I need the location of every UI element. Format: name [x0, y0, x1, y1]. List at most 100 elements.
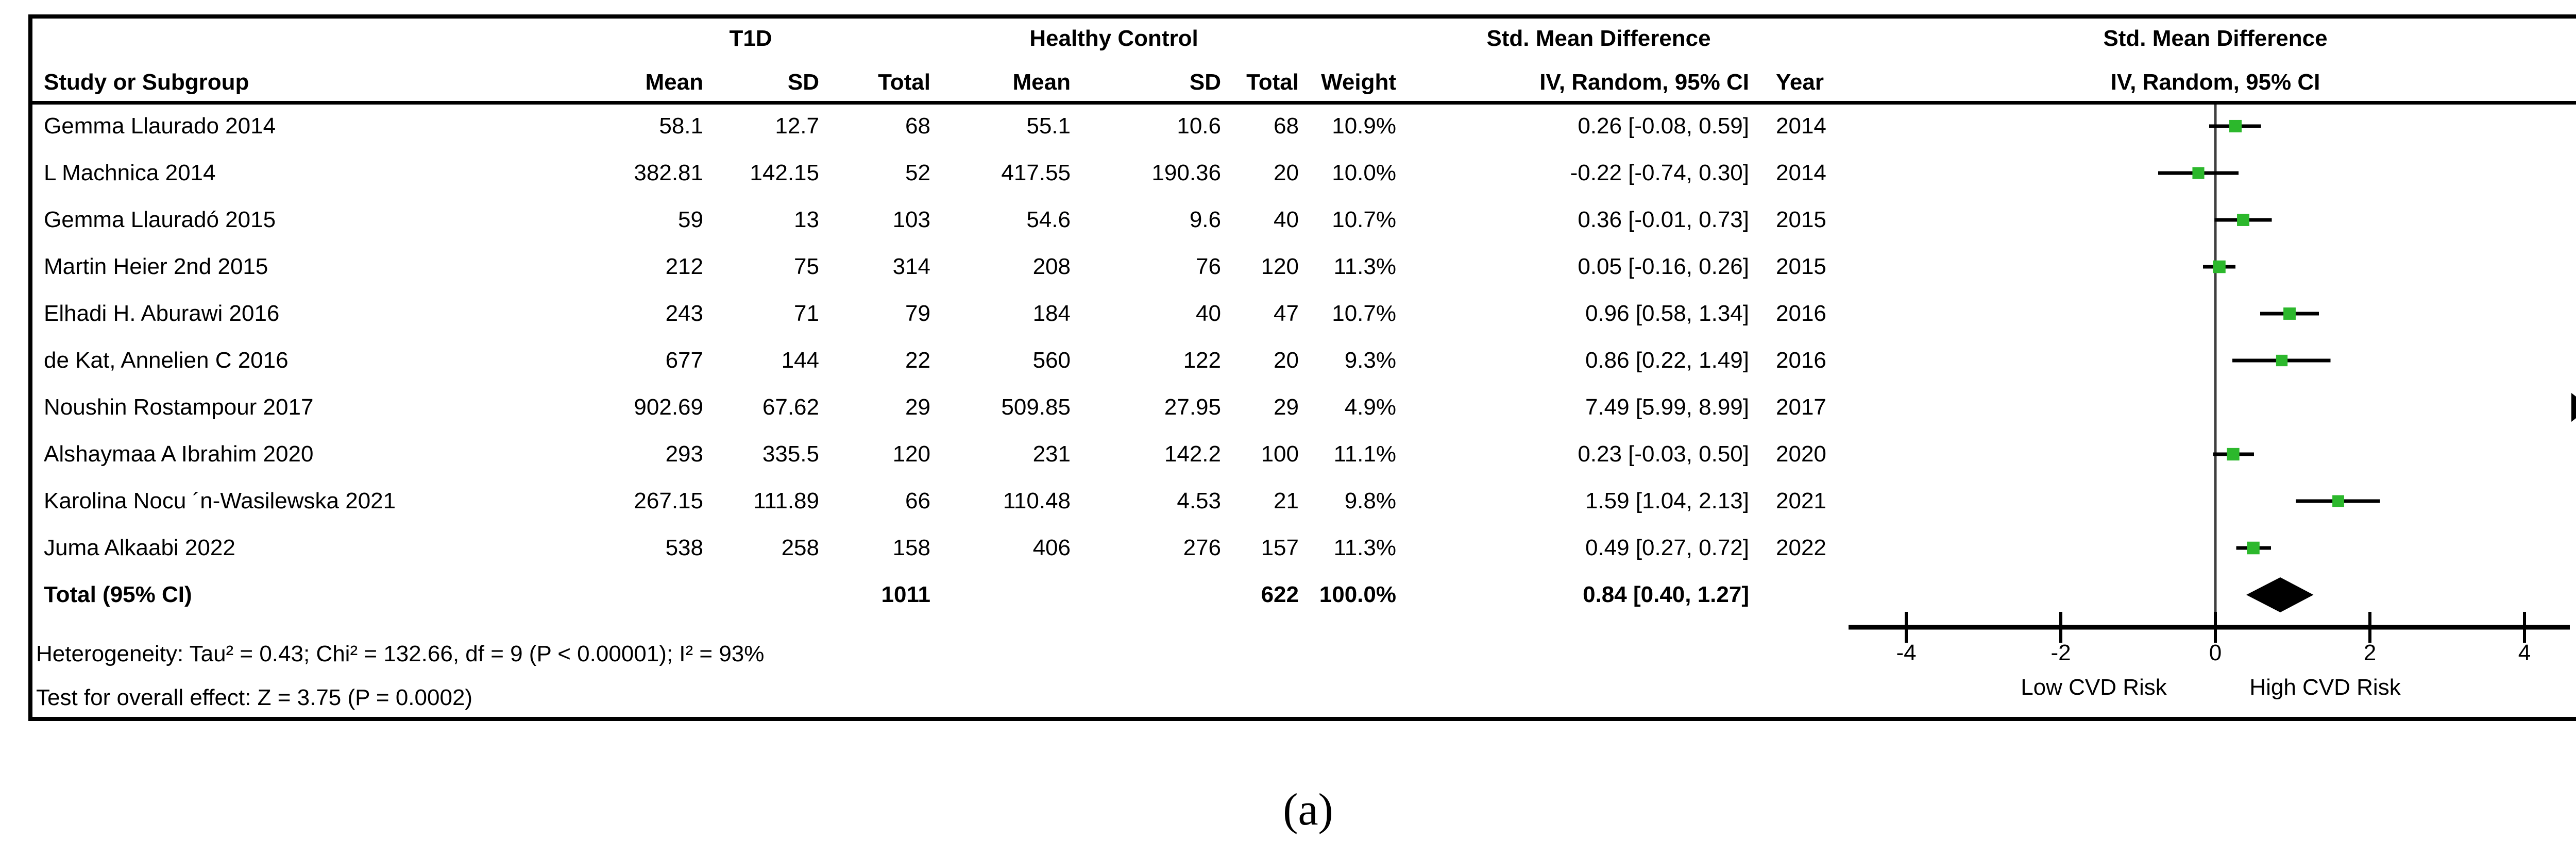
study-name: de Kat, Annelien C 2016 [44, 348, 289, 373]
t1d-total-cell: 22 [905, 348, 930, 373]
group-header-healthy-control: Healthy Control [1029, 26, 1198, 51]
ci-text-cell: 7.49 [5.99, 8.99] [1585, 394, 1749, 420]
hc-sd-cell: 40 [1196, 301, 1221, 326]
hc-total-cell: 157 [1261, 535, 1299, 560]
year-cell: 2022 [1776, 535, 1826, 560]
group-header-t1d: T1D [729, 26, 772, 51]
hc-sd-cell: 76 [1196, 254, 1221, 279]
total-hc-n: 622 [1261, 582, 1299, 607]
hc-mean-cell: 560 [1032, 348, 1071, 373]
study-name: Karolina Nocu ´n-Wasilewska 2021 [44, 488, 396, 513]
column-header-weight: Weight [1321, 70, 1396, 95]
column-header-effect-ci: IV, Random, 95% CI [1539, 70, 1749, 95]
axis-left-label: Low CVD Risk [2021, 675, 2167, 700]
effect-square [2192, 167, 2205, 179]
effect-square [2276, 354, 2288, 367]
column-header-hc-sd: SD [1189, 70, 1221, 95]
total-t1d-n: 1011 [881, 582, 930, 607]
column-header-hc-total: Total [1246, 70, 1299, 95]
effect-column-title: Std. Mean Difference [1486, 26, 1711, 51]
t1d-sd-cell: 258 [781, 535, 819, 560]
plot-frame: T1D Healthy Control Std. Mean Difference… [28, 14, 2576, 721]
study-name: Alshaymaa A Ibrahim 2020 [44, 441, 314, 467]
ci-text-cell: 0.26 [-0.08, 0.59] [1578, 113, 1749, 139]
hc-mean-cell: 184 [1032, 301, 1071, 326]
column-header-study: Study or Subgroup [44, 70, 249, 95]
t1d-mean-cell: 538 [665, 535, 703, 560]
hc-sd-cell: 122 [1183, 348, 1221, 373]
t1d-total-cell: 314 [892, 254, 930, 279]
effect-square [2229, 119, 2242, 133]
ci-text-cell: 0.96 [0.58, 1.34] [1585, 301, 1749, 326]
effect-square [2227, 448, 2240, 461]
overall-effect-note: Test for overall effect: Z = 3.75 (P = 0… [36, 685, 473, 710]
t1d-total-cell: 79 [905, 301, 930, 326]
column-header-year: Year [1776, 70, 1824, 95]
ci-text-cell: 0.23 [-0.03, 0.50] [1578, 441, 1749, 467]
hc-sd-cell: 190.36 [1151, 160, 1221, 185]
weight-cell: 10.7% [1332, 301, 1396, 326]
hc-total-cell: 100 [1261, 441, 1299, 467]
effect-square [2332, 495, 2344, 507]
hc-sd-cell: 142.2 [1164, 441, 1221, 467]
heterogeneity-note: Heterogeneity: Tau² = 0.43; Chi² = 132.6… [36, 641, 765, 666]
year-cell: 2020 [1776, 441, 1826, 467]
axis-tick-label: -4 [1896, 640, 1917, 665]
year-cell: 2016 [1776, 348, 1826, 373]
t1d-total-cell: 68 [905, 113, 930, 139]
plot-column-subtitle: IV, Random, 95% CI [2110, 70, 2320, 95]
axis-tick-label: -2 [2050, 640, 2071, 665]
hc-total-cell: 20 [1274, 348, 1299, 373]
axis-tick-label: 4 [2518, 640, 2531, 665]
study-name: Gemma Llauradó 2015 [44, 207, 276, 232]
hc-mean-cell: 231 [1032, 441, 1071, 467]
t1d-total-cell: 120 [892, 441, 930, 467]
year-cell: 2014 [1776, 160, 1826, 185]
t1d-mean-cell: 59 [678, 207, 703, 232]
hc-mean-cell: 110.48 [1003, 488, 1071, 513]
t1d-mean-cell: 293 [665, 441, 703, 467]
ci-text-cell: 0.86 [0.22, 1.49] [1585, 348, 1749, 373]
hc-mean-cell: 208 [1032, 254, 1071, 279]
axis-tick-label: 0 [2209, 640, 2222, 665]
hc-sd-cell: 4.53 [1177, 488, 1221, 513]
column-header-hc-mean: Mean [1012, 70, 1071, 95]
t1d-sd-cell: 12.7 [775, 113, 819, 139]
study-name: Elhadi H. Aburawi 2016 [44, 301, 280, 326]
hc-sd-cell: 10.6 [1177, 113, 1221, 139]
study-name: Martin Heier 2nd 2015 [44, 254, 268, 279]
study-name: Noushin Rostampour 2017 [44, 394, 314, 420]
t1d-sd-cell: 71 [794, 301, 819, 326]
t1d-total-cell: 158 [892, 535, 930, 560]
hc-sd-cell: 27.95 [1164, 394, 1221, 420]
t1d-total-cell: 52 [905, 160, 930, 185]
year-cell: 2014 [1776, 113, 1826, 139]
hc-sd-cell: 9.6 [1189, 207, 1221, 232]
subfigure-caption: (a) [1283, 785, 1333, 835]
t1d-sd-cell: 13 [794, 207, 819, 232]
total-label: Total (95% CI) [44, 582, 192, 607]
t1d-mean-cell: 267.15 [634, 488, 703, 513]
ci-text-cell: -0.22 [-0.74, 0.30] [1570, 160, 1749, 185]
hc-mean-cell: 55.1 [1026, 113, 1071, 139]
hc-total-cell: 29 [1274, 394, 1299, 420]
effect-square [2237, 214, 2249, 226]
axis-tick-label: 2 [2363, 640, 2377, 665]
year-cell: 2015 [1776, 207, 1826, 232]
year-cell: 2015 [1776, 254, 1826, 279]
t1d-mean-cell: 212 [665, 254, 703, 279]
hc-total-cell: 68 [1274, 113, 1299, 139]
weight-cell: 9.8% [1344, 488, 1396, 513]
effect-square [2247, 541, 2260, 555]
weight-cell: 10.7% [1332, 207, 1396, 232]
column-header-t1d-total: Total [878, 70, 930, 95]
t1d-sd-cell: 142.15 [750, 160, 819, 185]
t1d-sd-cell: 335.5 [762, 441, 819, 467]
t1d-mean-cell: 243 [665, 301, 703, 326]
hc-total-cell: 120 [1261, 254, 1299, 279]
hc-mean-cell: 406 [1032, 535, 1071, 560]
effect-square [2213, 260, 2226, 273]
hc-sd-cell: 276 [1183, 535, 1221, 560]
study-name: Juma Alkaabi 2022 [44, 535, 235, 560]
